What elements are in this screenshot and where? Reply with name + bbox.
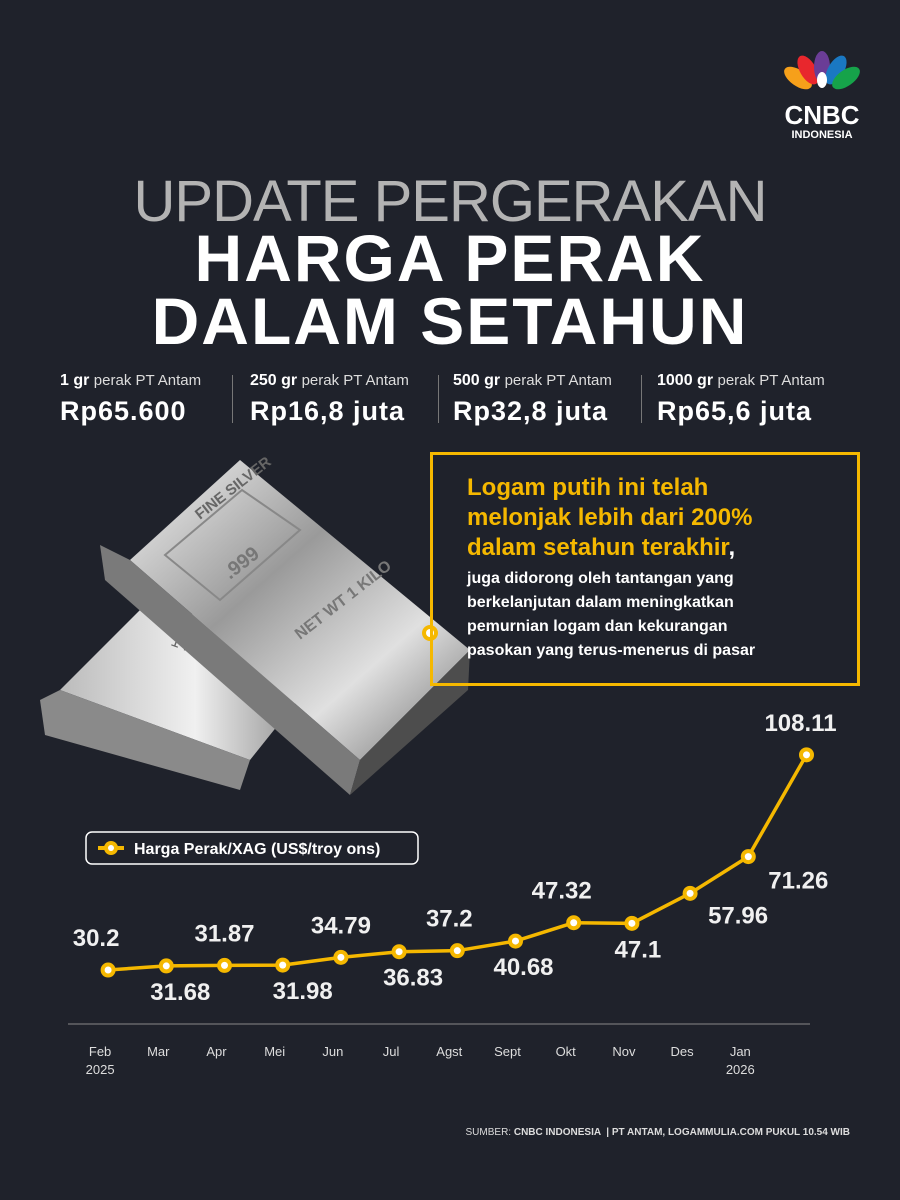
x-tick-label: Apr — [206, 1044, 227, 1059]
data-point-center — [744, 853, 752, 861]
legend-swatch — [108, 845, 114, 851]
data-point-center — [162, 962, 170, 970]
data-point-center — [337, 953, 345, 961]
data-point-center — [686, 889, 694, 897]
price-weight: 1 gr — [60, 372, 90, 389]
price-value: Rp16,8 juta — [250, 396, 406, 426]
data-label: 37.2 — [426, 906, 473, 933]
price-card: 1 gr perak PT Antam Rp65.600 — [60, 372, 201, 427]
price-card: 1000 gr perak PT Antam Rp65,6 juta — [657, 372, 825, 427]
price-weight: 500 gr — [453, 372, 501, 389]
x-tick-label: Jun — [322, 1044, 344, 1059]
plot: 30.2 31.68 31.87 31.98 34.79 36.83 37.2 40.68 47… — [73, 710, 837, 1006]
data-point-center — [104, 966, 112, 974]
data-point-center — [628, 919, 636, 927]
kicker: UPDATE PERGERAKAN — [133, 169, 768, 234]
logo-name: CNBC — [784, 100, 859, 130]
callout-box: Logam putih ini telah melonjak lebih dar… — [430, 452, 860, 686]
data-point-center — [453, 947, 461, 955]
x-tick-label: Okt — [555, 1044, 576, 1059]
legend-label: Harga Perak/XAG (US$/troy ons) — [134, 841, 380, 858]
data-point-center — [512, 937, 519, 945]
price-card: 250 gr perak PT Antam Rp16,8 juta — [250, 372, 409, 427]
callout-punct: , — [728, 534, 736, 561]
separator — [232, 375, 233, 423]
x-tick-label: Feb 2025 — [85, 1044, 115, 1077]
data-label: 57.96 — [708, 902, 768, 929]
logo-region: INDONESIA — [791, 129, 852, 141]
price-value: Rp32,8 juta — [453, 396, 609, 426]
x-tick-label: Agst — [436, 1044, 463, 1059]
legend-box — [85, 831, 419, 865]
callout-body: pasokan yang terus-menerus di pasar — [467, 642, 756, 659]
price-product: perak PT Antam — [717, 372, 825, 389]
price-value: Rp65.600 — [60, 396, 187, 426]
x-tick-label: Jul — [382, 1044, 400, 1059]
price-weight: 1000 gr — [657, 372, 714, 389]
data-label: 47.1 — [615, 936, 662, 963]
source: SUMBER: CNBC INDONESIA | PT ANTAM, LOGAM… — [466, 1127, 850, 1138]
callout-body: berkelanjutan dalam meningkatkan — [467, 594, 734, 611]
separator — [641, 375, 642, 423]
data-label: 40.68 — [493, 954, 553, 981]
data-label: 47.32 — [532, 878, 592, 905]
source-text: CNBC INDONESIA | PT ANTAM, LOGAMMULIA.CO… — [513, 1127, 850, 1138]
x-tick-label: Mei — [264, 1044, 286, 1059]
x-tick-label: Des — [670, 1044, 694, 1059]
data-label: 31.68 — [150, 979, 210, 1006]
x-tick-label: Sept — [494, 1044, 521, 1059]
data-point-center — [221, 961, 228, 969]
data-point-center — [570, 919, 578, 927]
data-point-center — [279, 961, 287, 969]
silver-bar-front — [100, 460, 470, 795]
title: DALAM SETAHUN — [151, 284, 749, 358]
callout-body: pemurnian logam dan kekurangan — [467, 618, 728, 635]
data-label: 31.98 — [273, 978, 333, 1005]
data-label: 71.26 — [768, 868, 828, 895]
data-label: 31.87 — [194, 920, 254, 947]
callout-highlight: melonjak lebih dari 200% — [467, 504, 753, 531]
x-tick-label: Nov — [612, 1044, 636, 1059]
x-tick-label: Jan 2026 — [725, 1044, 755, 1077]
x-tick-label: Mar — [147, 1044, 170, 1059]
separator — [438, 375, 439, 423]
price-weight: 250 gr — [250, 372, 298, 389]
callout-highlight: Logam putih ini telah — [467, 474, 709, 501]
price-product: perak PT Antam — [504, 372, 612, 389]
callout-body: juga didorong oleh tantangan yang — [467, 570, 734, 587]
data-point-center — [395, 948, 403, 956]
title: HARGA PERAK — [194, 221, 706, 295]
price-product: perak PT Antam — [93, 372, 202, 389]
data-point-center — [803, 751, 810, 759]
price-card: 500 gr perak PT Antam Rp32,8 juta — [453, 372, 612, 427]
callout-highlight: dalam setahun terakhir — [467, 534, 729, 561]
source-label: SUMBER: — [465, 1127, 512, 1138]
price-product: perak PT Antam — [301, 372, 409, 389]
data-label: 108.11 — [764, 710, 836, 737]
logo-peacock — [784, 51, 860, 90]
price-value: Rp65,6 juta — [657, 396, 813, 426]
data-label: 30.2 — [73, 925, 120, 952]
data-label: 34.79 — [311, 912, 371, 939]
data-label: 36.83 — [383, 965, 443, 992]
